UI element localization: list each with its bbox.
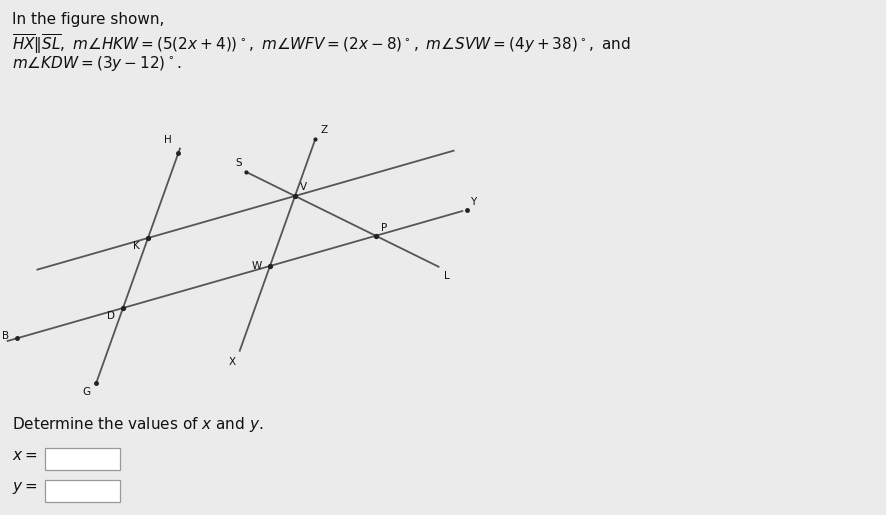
Text: G: G bbox=[82, 387, 90, 398]
Text: Determine the values of $x$ and $y$.: Determine the values of $x$ and $y$. bbox=[12, 415, 263, 434]
Text: B: B bbox=[2, 331, 9, 341]
Text: $x=$: $x=$ bbox=[12, 448, 37, 463]
Text: Y: Y bbox=[470, 197, 476, 207]
Text: $y=$: $y=$ bbox=[12, 480, 37, 496]
Text: H: H bbox=[164, 134, 172, 145]
FancyBboxPatch shape bbox=[45, 448, 120, 470]
Text: P: P bbox=[380, 223, 386, 233]
FancyBboxPatch shape bbox=[45, 480, 120, 502]
Text: $m\angle KDW=(3y-12)^\circ.$: $m\angle KDW=(3y-12)^\circ.$ bbox=[12, 54, 182, 73]
Text: K: K bbox=[133, 241, 140, 251]
Text: V: V bbox=[299, 182, 307, 192]
Text: L: L bbox=[443, 271, 449, 281]
Text: W: W bbox=[252, 261, 261, 271]
Text: D: D bbox=[107, 311, 115, 321]
Text: In the figure shown,: In the figure shown, bbox=[12, 12, 164, 27]
Text: $\overline{HX}\|\overline{SL},\ m\angle HKW=(5(2x+4))^\circ,\ m\angle WFV=(2x-8): $\overline{HX}\|\overline{SL},\ m\angle … bbox=[12, 32, 630, 56]
Text: S: S bbox=[235, 158, 241, 168]
Text: Z: Z bbox=[320, 126, 327, 135]
Text: X: X bbox=[229, 357, 236, 367]
